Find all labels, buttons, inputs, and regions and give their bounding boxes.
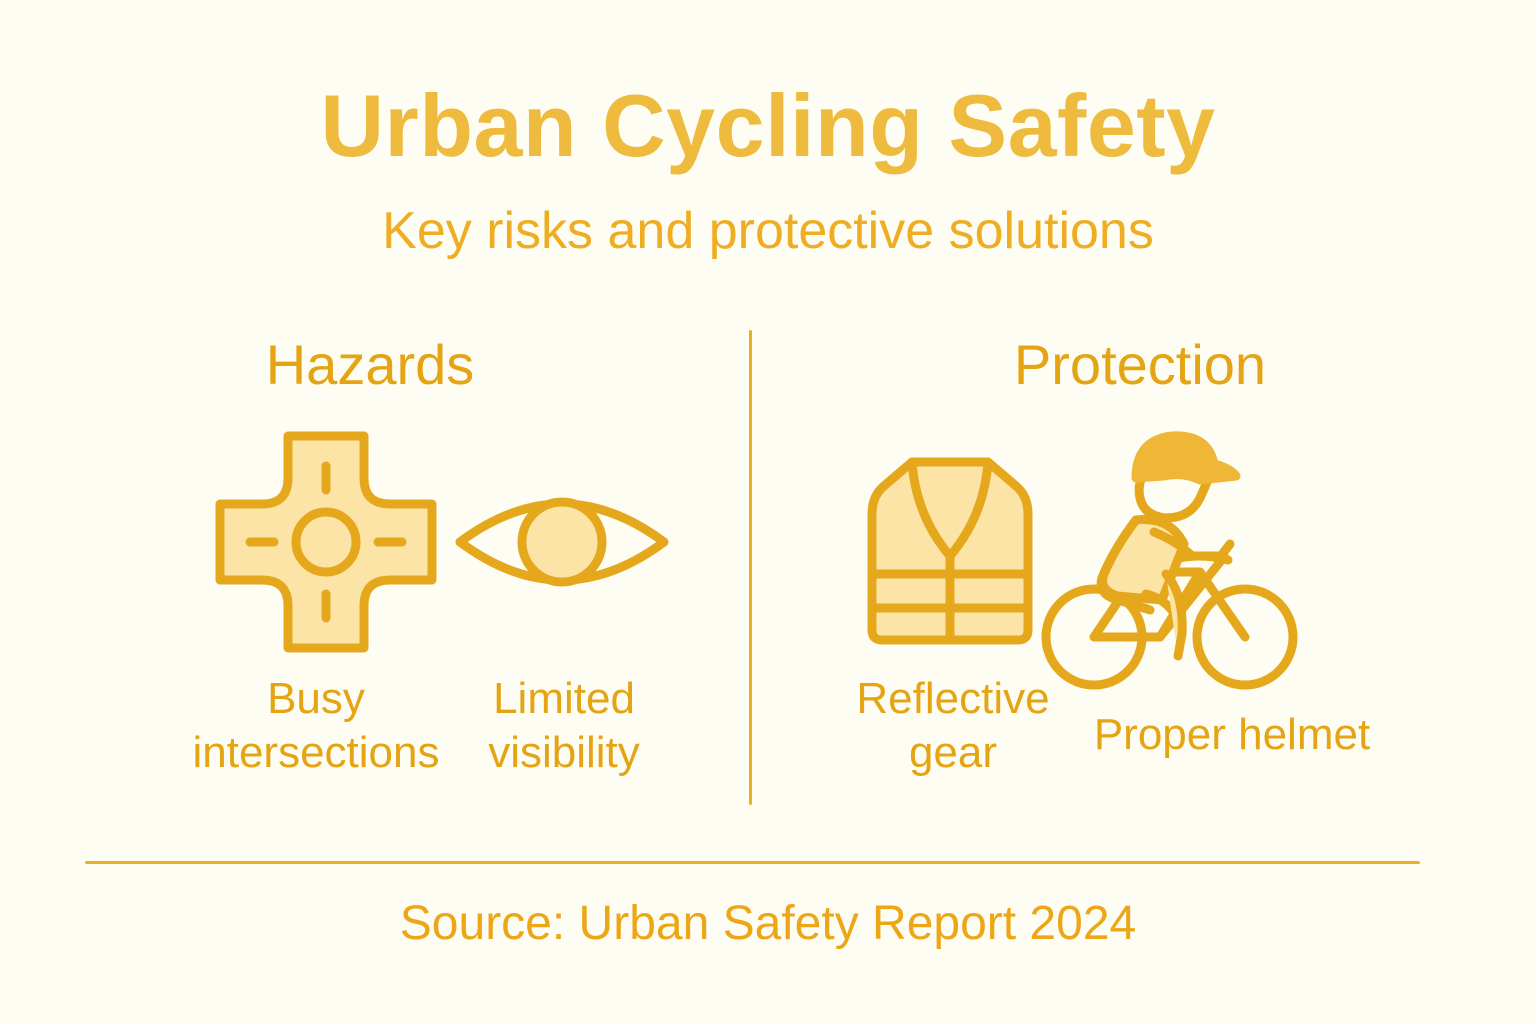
page-subtitle: Key risks and protective solutions: [382, 202, 1154, 260]
caption-limited-visibility: Limited visibility: [488, 674, 640, 777]
eye-icon: [448, 462, 676, 622]
vertical-divider: [749, 330, 752, 805]
column-heading-hazards: Hazards: [265, 333, 475, 396]
intersection-icon: [212, 428, 440, 656]
caption-proper-helmet: Proper helmet: [1093, 710, 1371, 759]
cyclist-helmet-icon: [1032, 424, 1312, 704]
source-attribution: Source: Urban Safety Report 2024: [399, 897, 1137, 950]
horizontal-divider: [85, 861, 1420, 864]
caption-busy-intersections: Busy intersections: [192, 674, 440, 777]
caption-reflective-gear: Reflective gear: [856, 674, 1050, 777]
column-heading-protection: Protection: [1013, 333, 1267, 396]
page-title: Urban Cycling Safety: [320, 76, 1216, 175]
safety-vest-icon: [850, 452, 1050, 652]
